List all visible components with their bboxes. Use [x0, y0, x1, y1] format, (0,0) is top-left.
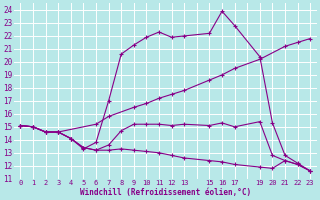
X-axis label: Windchill (Refroidissement éolien,°C): Windchill (Refroidissement éolien,°C): [80, 188, 251, 197]
